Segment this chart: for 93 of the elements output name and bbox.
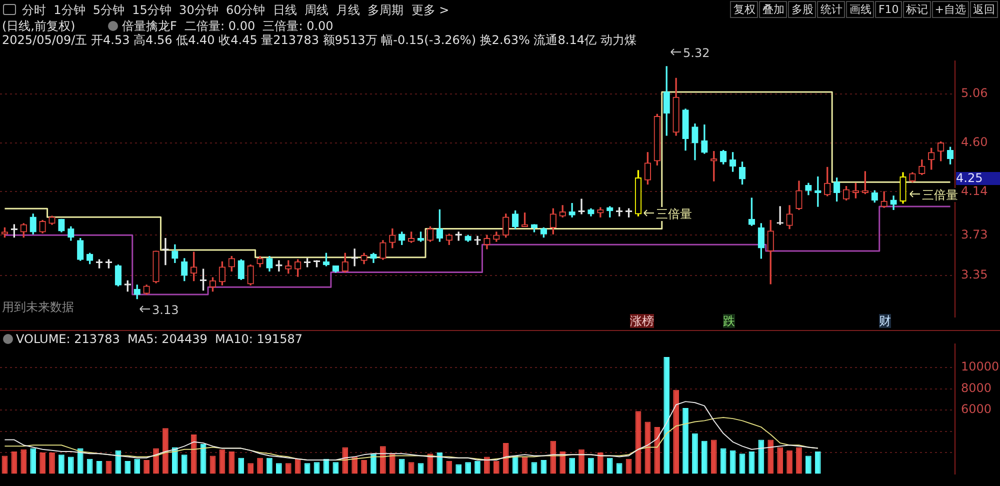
- bar: [190, 434, 197, 474]
- bar: [257, 458, 263, 474]
- bar: [210, 456, 216, 474]
- bar: [181, 454, 188, 474]
- candlestick: [351, 248, 358, 266]
- bar: [228, 451, 235, 474]
- bar: [682, 408, 688, 474]
- bar: [40, 452, 46, 474]
- bar: [389, 454, 396, 474]
- bar: [606, 458, 613, 474]
- text: 倍量擒龙F 二倍量: 0.00 三倍量: 0.00: [122, 19, 334, 33]
- bar: [758, 440, 764, 474]
- text: 5.32: [683, 46, 710, 60]
- bar: [285, 463, 292, 474]
- bar: [134, 458, 140, 474]
- bar: [144, 460, 150, 474]
- annotation: 三倍量: [922, 188, 958, 202]
- bar: [352, 456, 358, 474]
- bar: [702, 440, 708, 474]
- bar: [248, 463, 254, 474]
- bar: [768, 440, 774, 474]
- bar: [814, 451, 821, 474]
- annotation: 3.13: [152, 303, 179, 317]
- bar: [332, 462, 339, 474]
- bar: [560, 451, 566, 474]
- bar: [664, 356, 670, 474]
- bar: [398, 458, 405, 474]
- bar: [172, 447, 178, 474]
- bar: [361, 460, 367, 474]
- y-tick-label: 6000: [961, 402, 992, 416]
- bar: [124, 461, 131, 474]
- chart-subtitle: 2025/05/09/五 开4.53 高4.56 低4.40 收4.45 量213783 额9513万 幅-0.15(-3.26%) 换2.63% 流通8.14亿 动力煤: [2, 33, 636, 47]
- annotation: 财: [879, 314, 891, 328]
- bar: [806, 456, 812, 474]
- y-tick-label: 3.35: [961, 268, 988, 282]
- bar: [720, 448, 726, 474]
- bar: [20, 449, 27, 474]
- bar: [777, 447, 784, 474]
- bar: [786, 450, 792, 474]
- bar: [484, 456, 490, 474]
- text: 分时 1分钟 5分钟 15分钟 30分钟 60分钟 日线 周线 月线 多周期 更多 >: [22, 3, 450, 17]
- bar: [550, 440, 556, 474]
- annotation: 用到未来数据: [2, 300, 74, 314]
- bar: [796, 447, 802, 474]
- candlestick: [162, 238, 169, 266]
- bar: [86, 458, 93, 474]
- y-tick-label: 3.73: [961, 227, 988, 242]
- bar: [446, 461, 452, 474]
- bar: [294, 458, 301, 474]
- bar: [692, 433, 698, 474]
- annotation: 涨榜: [630, 314, 654, 328]
- y-tick-label: 4.60: [961, 134, 988, 149]
- chart-title: (日线,前复权): [2, 19, 76, 33]
- text: 4.25: [956, 171, 1000, 185]
- candlestick: [776, 206, 784, 225]
- chart-title: VOLUME: 213783 MA5: 204439 MA10: 191587: [16, 332, 303, 346]
- y-tick-label: 8000: [961, 380, 992, 395]
- bar: [597, 452, 604, 474]
- annotation: 跌: [723, 314, 735, 328]
- y-tick-label: 10000: [961, 360, 1000, 374]
- y-tick-label: 4.14: [961, 184, 988, 198]
- bar: [238, 458, 244, 474]
- bar: [474, 461, 480, 474]
- text: 复权 叠加 多股 统计 画线 F10 标记 +自选 返回: [733, 3, 995, 16]
- bar: [502, 442, 509, 474]
- bar: [578, 449, 584, 474]
- bar: [465, 462, 471, 474]
- annotation: 三倍量: [656, 207, 692, 221]
- bar: [739, 454, 746, 474]
- bar: [68, 456, 74, 474]
- bar: [380, 446, 386, 474]
- bar: [710, 440, 717, 474]
- bar: [30, 448, 36, 474]
- bar: [49, 452, 55, 474]
- bar: [2, 456, 8, 474]
- bar: [512, 456, 518, 474]
- bar: [370, 454, 376, 474]
- bar: [266, 458, 272, 474]
- y-tick-label: 5.06: [961, 86, 988, 100]
- bar: [342, 447, 348, 474]
- bar: [153, 448, 159, 474]
- bar: [654, 427, 660, 474]
- candlestick: [474, 236, 481, 246]
- bar: [276, 463, 282, 474]
- bar: [673, 390, 679, 474]
- bar: [588, 458, 594, 474]
- bar: [436, 452, 443, 474]
- bar: [493, 461, 500, 474]
- bar: [569, 458, 575, 474]
- bar: [616, 463, 622, 474]
- bar: [162, 428, 168, 474]
- bar: [77, 448, 84, 474]
- bar: [58, 454, 64, 474]
